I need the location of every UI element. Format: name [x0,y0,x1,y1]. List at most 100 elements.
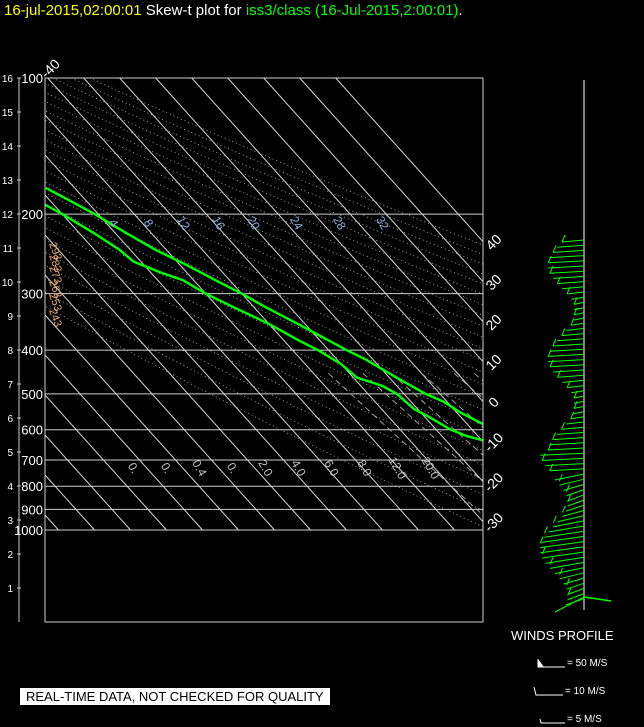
wind-barb-flag [552,245,557,253]
pressure-tick-label: 600 [21,423,43,438]
plot-frame [44,77,484,623]
isotherm-line [263,78,483,323]
wind-barb-flag [552,338,557,347]
wind-barb-flag [539,536,544,544]
isotherm-line [45,474,95,531]
temperature-tick-label: -10 [481,429,507,455]
dry-adiabat-line [45,100,483,295]
temperature-tick-label: 10 [482,351,504,373]
isotherm-line [45,314,239,531]
quality-warning-banner: REAL-TIME DATA, NOT CHECKED FOR QUALITY [20,688,330,705]
wind-barb-flag [565,484,570,492]
wind-barb [567,587,585,595]
wind-barb [570,416,585,420]
isotherm-line [47,78,455,531]
dry-adiabat-line [45,305,483,528]
wind-barb-flag [552,432,557,440]
wind-barb [540,541,585,549]
wind-barb-flag [566,286,571,295]
wind-barb [562,379,585,383]
mixing-ratio-line [510,373,644,530]
mixing-ratio-label: 4.0 [288,457,309,479]
wind-barb [563,577,585,585]
wind-barb [542,551,585,559]
wind-barb [573,405,585,409]
height-tick-label: 8 [7,346,13,357]
wind-legend-10: = 10 M/S [533,686,605,697]
dry-adiabat-line [45,251,483,466]
theta-tick-label: 263 [46,279,64,300]
isotherm-line [155,78,483,443]
wind-barb [548,353,585,357]
wind-barb [554,473,585,481]
wind-barb-flag [547,349,552,357]
wind-barb [553,369,585,373]
isotherm-line [45,354,203,531]
wind-barb-flag [559,567,564,575]
wind-barb [567,499,585,507]
wind-barb-flag [570,411,575,419]
pressure-tick-label: 300 [21,287,43,302]
theta-tick-label: 293 [46,241,64,262]
wind-barb [548,447,585,451]
temperature-tick-label: 40 [482,231,504,253]
pressure-tick-label: 100 [21,71,43,86]
mixing-ratio-line [362,372,483,483]
height-tick-label: 12 [2,210,14,221]
wind-barb [552,343,585,347]
wind-barb [573,395,585,399]
theta-tick-label: 243 [46,307,64,328]
wind-barb-flag [541,453,546,461]
mixing-ratio-label: 0. [158,460,175,476]
height-tick-label: 4 [7,482,13,493]
wind-barb-flag [573,307,578,315]
wind-barb [545,463,585,467]
isotherm-line [191,78,483,403]
wind-barb [561,426,585,430]
mixing-ratio-line [489,373,644,530]
mixing-ratio-label: 16 [209,214,228,233]
mixing-ratio-label: 24 [287,214,306,233]
mixing-ratio-line [501,373,644,530]
height-tick-label: 2 [7,550,13,561]
temperature-tick-label: 0 [485,394,502,411]
mixing-ratio-label: 0.4 [189,457,210,479]
wind-barb-flag [561,328,566,336]
height-tick-label: 14 [2,142,14,153]
wind-barb [566,291,585,295]
wind-barb [554,567,585,575]
wind-barb-flag [573,390,578,399]
wind-barb [583,596,612,602]
theta-tick-label: 273 [46,264,64,285]
temperature-tick-label: -30 [481,509,507,535]
wind-barb-flag [567,494,572,503]
wind-barb-flag [552,515,557,523]
temperature-profile-line [45,186,483,426]
height-tick-label: 16 [2,74,14,85]
isotherm-line [45,274,275,531]
wind-barb-flag [543,526,548,534]
wind-legend-5: = 5 M/S [537,714,602,725]
wind-barb [561,239,585,243]
mixing-ratio-label: 8 [141,217,157,230]
wind-barb [557,281,585,285]
height-tick-label: 5 [7,448,13,459]
mixing-ratio-line [473,372,483,382]
wind-barb [573,411,585,415]
isotherm-line [299,78,483,283]
wind-barb [541,535,585,543]
winds-profile-title: WINDS PROFILE [511,628,614,643]
height-tick-label: 9 [7,312,13,323]
pressure-tick-label: 1000 [14,523,43,538]
wind-barb-flag [558,474,563,482]
wind-barb-flag [549,557,554,565]
wind-barb-flag [562,505,566,513]
height-tick-label: 10 [2,278,14,289]
isotherm-line [45,114,419,531]
title-period: . [458,2,463,19]
wind-barb [570,322,585,326]
isotherm-line [45,234,311,531]
isotherm-line [227,78,483,363]
wind-barb [567,385,585,389]
isotherm-line [83,78,483,523]
